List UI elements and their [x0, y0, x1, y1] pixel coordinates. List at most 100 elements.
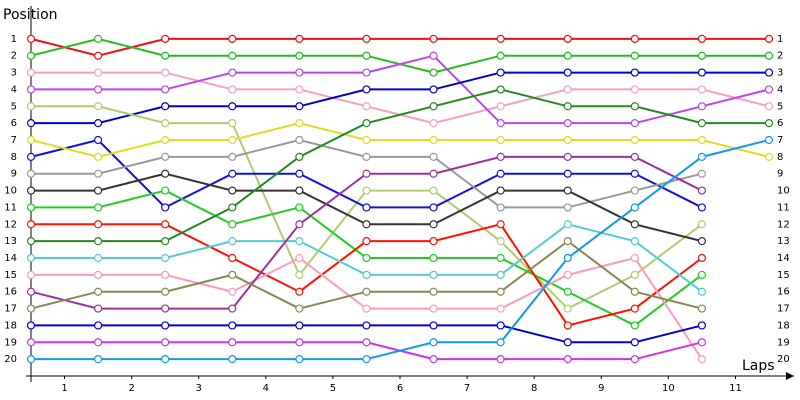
point: [697, 287, 707, 296]
y-tick-label: 19: [4, 337, 17, 348]
point: [161, 253, 170, 263]
point: [429, 220, 438, 229]
y-tick-label: 20: [4, 354, 17, 365]
x-axis-label: Laps: [742, 358, 775, 374]
point: [161, 220, 170, 229]
y-tick-label: 6: [11, 118, 17, 129]
point: [26, 237, 36, 246]
y-tick-label: 12: [4, 219, 17, 230]
point: [630, 338, 639, 347]
point: [362, 220, 371, 229]
point: [26, 51, 36, 60]
point: [429, 287, 438, 296]
point: [228, 220, 237, 229]
y-tick-label: 16: [4, 287, 17, 298]
point: [26, 169, 36, 178]
point: [228, 119, 237, 128]
point: [630, 68, 639, 77]
point: [26, 203, 36, 212]
x-tick-label: 11: [729, 383, 742, 394]
x-tick-label: 9: [598, 383, 604, 394]
point: [228, 237, 237, 246]
point: [764, 51, 774, 60]
series-line: [30, 37, 769, 57]
point: [93, 51, 103, 60]
point: [563, 270, 572, 279]
point: [362, 237, 371, 246]
point: [563, 220, 572, 229]
point: [228, 338, 237, 347]
point: [362, 119, 371, 128]
point: [697, 85, 707, 94]
point: [563, 51, 572, 60]
point: [429, 237, 438, 246]
y-tick-label-right: 18: [777, 320, 790, 331]
point: [295, 220, 304, 229]
point: [362, 169, 371, 178]
point: [93, 186, 103, 195]
point: [161, 135, 170, 145]
point: [697, 338, 707, 347]
point: [26, 68, 36, 77]
point: [228, 102, 237, 111]
point: [161, 237, 170, 246]
point: [228, 270, 237, 279]
point: [26, 287, 36, 296]
point: [429, 203, 438, 212]
point: [228, 321, 237, 330]
y-tick-label-right: 3: [777, 68, 783, 79]
y-tick-label-right: 17: [777, 304, 790, 315]
y-tick-label-right: 2: [777, 51, 783, 62]
y-tick-label: 5: [11, 101, 17, 112]
point: [362, 338, 371, 347]
point: [93, 203, 103, 212]
x-tick-label: 4: [263, 383, 269, 394]
point: [697, 135, 707, 145]
point: [362, 102, 371, 111]
point: [496, 186, 505, 195]
point: [93, 68, 103, 77]
point: [429, 304, 438, 313]
y-tick-label-right: 20: [777, 354, 790, 365]
point: [429, 85, 438, 94]
point: [764, 85, 774, 94]
point: [228, 287, 237, 296]
y-tick-label: 14: [4, 253, 17, 264]
point: [563, 34, 572, 43]
y-tick-label-right: 13: [777, 236, 790, 247]
point: [563, 169, 572, 178]
point: [630, 355, 639, 364]
point: [496, 304, 505, 313]
point: [295, 203, 304, 212]
y-tick-label: 4: [11, 84, 17, 95]
y-tick-label-right: 6: [777, 118, 783, 129]
y-tick-label-right: 4: [777, 84, 783, 95]
point: [228, 34, 237, 43]
y-tick-label-right: 8: [777, 152, 783, 163]
point: [161, 34, 170, 43]
y-tick-label-right: 12: [777, 219, 790, 230]
point: [563, 253, 572, 263]
point: [630, 253, 639, 263]
point: [93, 85, 103, 94]
point: [362, 34, 371, 43]
point: [429, 270, 438, 279]
point: [295, 270, 304, 279]
point: [161, 186, 170, 195]
point: [295, 169, 304, 178]
point: [93, 287, 103, 296]
point: [630, 51, 639, 60]
series-line: [30, 122, 770, 158]
point: [630, 304, 639, 313]
point: [93, 152, 103, 161]
y-tick-label-right: 14: [777, 253, 790, 264]
point: [93, 270, 103, 279]
y-tick-label: 9: [11, 169, 17, 180]
point: [295, 287, 304, 296]
x-tick-label: 1: [61, 383, 67, 394]
point: [764, 102, 774, 111]
point: [496, 34, 505, 43]
y-tick-label-right: 11: [777, 202, 790, 213]
point: [496, 287, 505, 296]
